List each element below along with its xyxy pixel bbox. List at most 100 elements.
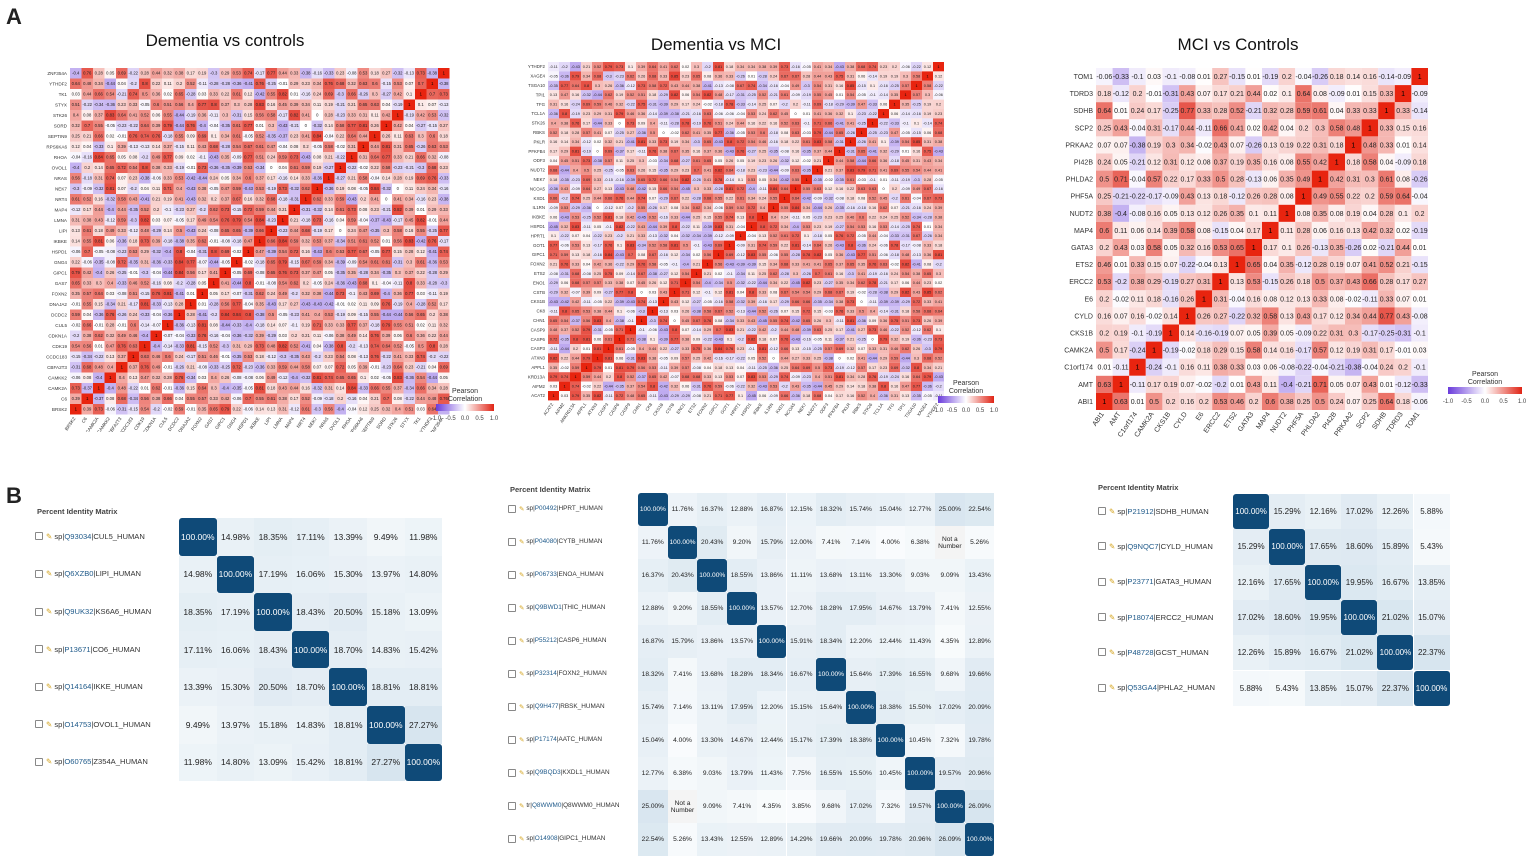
cell-value: 0.37 <box>221 197 230 202</box>
cell-value: -0.02 <box>890 262 899 266</box>
cell-value: -0.43 <box>615 187 624 191</box>
heatmap-cell <box>242 194 254 205</box>
cell-value: 0.8 <box>848 244 853 248</box>
heatmap-cell <box>647 80 658 91</box>
heatmap-cell <box>265 330 277 341</box>
cell-value: 0.73 <box>913 319 920 323</box>
cell-value: -0.35 <box>912 394 921 398</box>
cell-value: -0.45 <box>758 319 767 323</box>
heatmap-cell <box>311 131 323 142</box>
heatmap-cell <box>658 127 669 138</box>
cell-value: -0.05 <box>381 375 391 380</box>
cell-value: 0.48 <box>141 228 150 233</box>
heatmap-cell <box>185 68 197 79</box>
cell-value: 0.03 <box>198 92 207 97</box>
cell-value: -0.12 <box>128 228 138 233</box>
heatmap-cell <box>369 194 381 205</box>
cell-value: -0.4 <box>72 71 80 76</box>
cell-value: -0.05 <box>94 249 104 254</box>
cell-value: 0.1 <box>1282 91 1292 98</box>
cell-value: 0.43 <box>129 197 138 202</box>
cell-value: 0.8 <box>914 366 919 370</box>
cell-value: 0.42 <box>660 375 667 379</box>
cell-value: 0.1 <box>804 234 809 238</box>
cell-value: 0.17 <box>267 176 276 181</box>
heatmap-cell <box>889 62 900 72</box>
cell-value: 0.02 <box>348 302 357 307</box>
cell-value: 0.32 <box>561 225 568 229</box>
heatmap-cell <box>702 80 713 91</box>
heatmap-cell <box>603 118 614 128</box>
cell-value: -0.04 <box>186 249 196 254</box>
heatmap-cell <box>911 174 922 185</box>
cell-value: -0.4 <box>291 375 299 380</box>
heatmap-cell <box>581 184 592 194</box>
cell-value: -0.13 <box>163 302 173 307</box>
heatmap-cell <box>867 109 878 119</box>
heatmap-cell <box>357 236 369 247</box>
cell-value: 1 <box>293 207 296 212</box>
cell-value: 0.3 <box>268 123 274 128</box>
heatmap-cell <box>812 184 823 194</box>
cell-value: -0.09 <box>813 197 822 201</box>
cell-value: -0.43 <box>659 328 668 332</box>
cell-value: -0.43 <box>301 302 311 307</box>
cell-value: 0.07 <box>118 186 127 191</box>
heatmap-cell <box>691 99 702 109</box>
cell-value: -0.44 <box>593 93 602 97</box>
heatmap-cell <box>570 165 581 175</box>
cell-value: -0.15 <box>174 144 184 149</box>
heatmap-cell <box>746 90 757 100</box>
cell-value: -0.02 <box>582 385 591 389</box>
cell-value: -0.09 <box>549 206 558 210</box>
heatmap-cell <box>415 257 427 268</box>
heatmap-cell <box>334 141 346 152</box>
heatmap-cell <box>845 221 856 232</box>
cell-value: -0.2 <box>72 333 80 338</box>
cell-value: 0.62 <box>682 131 689 135</box>
cell-value: 0.01 <box>605 366 612 370</box>
heatmap-cell <box>878 127 889 138</box>
cell-value: 0.33 <box>325 197 334 202</box>
heatmap-cell <box>196 330 208 341</box>
heatmap-cell <box>415 162 427 173</box>
cell-value: 0.01 <box>1197 74 1211 81</box>
x-tick-label: C6 <box>81 416 89 424</box>
heatmap-cell <box>231 278 243 289</box>
cell-value: -0.28 <box>209 302 219 307</box>
cell-value: 0.1 <box>418 102 424 107</box>
heatmap-cell <box>208 278 220 289</box>
cell-value: 0.25 <box>627 159 634 163</box>
cell-value: -0.05 <box>659 262 668 266</box>
cell-value: 0.81 <box>605 215 612 219</box>
cell-value: 0.07 <box>405 81 414 86</box>
heatmap-cell <box>713 212 724 222</box>
cell-value: -0.08 <box>197 365 207 370</box>
cell-value: 0.27 <box>187 207 196 212</box>
heatmap-cell <box>403 330 415 341</box>
cell-value: -0.43 <box>615 253 624 257</box>
heatmap-cell <box>922 184 933 194</box>
cell-value: -0.1 <box>726 272 733 276</box>
cell-value: 0.14 <box>359 333 368 338</box>
cell-value: -0.33 <box>890 234 899 238</box>
heatmap-cell <box>768 156 779 166</box>
cell-value: 0.7 <box>245 396 251 401</box>
cell-value: -0.36 <box>151 260 161 265</box>
heatmap-cell <box>636 174 647 185</box>
cell-value: 0.24 <box>325 281 334 286</box>
heatmap-cell <box>93 330 105 341</box>
cell-value: 0.23 <box>440 165 449 170</box>
heatmap-cell <box>889 193 900 203</box>
cell-value: 0.6 <box>406 333 412 338</box>
cell-value: -0.11 <box>209 113 219 118</box>
heatmap-cell <box>104 89 116 100</box>
heatmap-cell <box>757 62 768 72</box>
cell-value: 0.76 <box>737 150 744 154</box>
heatmap-cell <box>173 320 185 331</box>
x-tick-label: TPI1 <box>897 402 907 413</box>
heatmap-cell <box>185 110 197 121</box>
heatmap-cell <box>334 330 346 341</box>
y-tick-label: ACAT2 <box>531 393 545 398</box>
cell-value: -0.11 <box>604 394 612 398</box>
